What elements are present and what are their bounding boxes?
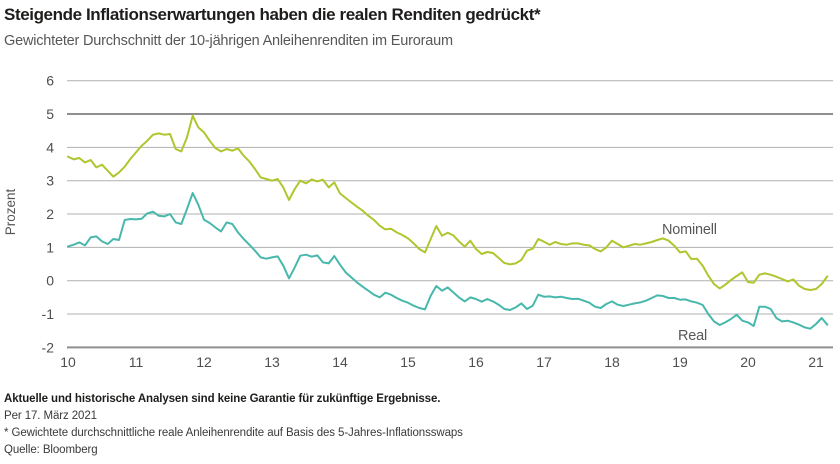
x-tick-label: 18 [604,354,620,370]
y-tick-label: 3 [46,173,54,189]
y-tick-label: 5 [46,106,54,122]
x-tick-label: 11 [129,354,144,370]
y-tick-label: -1 [42,306,55,322]
x-tick-label: 21 [808,354,824,370]
source-text: Quelle: Bloomberg [4,444,98,456]
disclaimer-text: Aktuelle und historische Analysen sind k… [4,393,441,405]
y-tick-label: 0 [46,273,54,289]
as-of-date: Per 17. März 2021 [4,410,97,422]
y-axis-label: Prozent [3,188,18,235]
y-tick-label: 2 [46,206,54,222]
series-label-nominell: Nominell [662,222,717,238]
x-tick-label: 14 [332,354,348,370]
x-tick-label: 10 [60,354,76,370]
x-tick-label: 16 [468,354,484,370]
y-tick-label: 4 [46,139,54,155]
chart-subtitle: Gewichteter Durchschnitt der 10-jährigen… [4,33,453,49]
y-tick-label: 1 [46,239,54,255]
x-tick-label: 20 [740,354,756,370]
x-tick-label: 13 [264,354,280,370]
x-tick-label: 17 [536,354,552,370]
x-tick-label: 12 [196,354,212,370]
chart-title: Steigende Inflationserwartungen haben di… [4,5,541,24]
series-line-nominell [67,114,829,291]
x-tick-label: 15 [400,354,416,370]
series-line-real [67,192,829,330]
x-tick-label: 19 [672,354,688,370]
y-tick-label: -2 [42,339,55,355]
series-label-real: Real [678,328,707,344]
footnote-text: * Gewichtete durchschnittliche reale Anl… [4,427,463,439]
y-tick-label: 6 [46,73,54,89]
chart-footer: Aktuelle und historische Analysen sind k… [4,391,463,459]
